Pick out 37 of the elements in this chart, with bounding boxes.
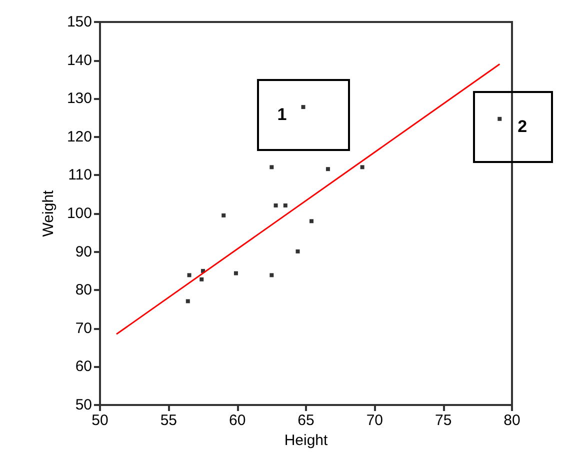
point bbox=[270, 165, 274, 170]
y-tick-label: 140 bbox=[66, 52, 92, 69]
y-tick-label: 110 bbox=[68, 166, 92, 184]
x-tick-label: 65 bbox=[298, 412, 314, 429]
y-axis-title: Weight bbox=[40, 189, 58, 237]
x-tick-label: 55 bbox=[160, 412, 178, 429]
point bbox=[301, 105, 306, 110]
annotation: 1 bbox=[277, 105, 287, 126]
point bbox=[309, 219, 314, 224]
y-tick-label: 60 bbox=[75, 358, 92, 376]
x-tick-label: 75 bbox=[434, 412, 452, 429]
x-tick-label: 60 bbox=[228, 412, 246, 429]
point bbox=[270, 273, 274, 278]
point bbox=[186, 299, 190, 304]
x-tick-label: 50 bbox=[92, 412, 108, 429]
x-tick-label: 70 bbox=[366, 412, 384, 429]
y-tick-label: 150 bbox=[66, 14, 92, 30]
point bbox=[274, 203, 278, 208]
annotation: 2 bbox=[518, 116, 528, 137]
point bbox=[222, 213, 226, 218]
y-tick-label: 120 bbox=[66, 128, 92, 146]
point bbox=[283, 203, 288, 208]
point bbox=[296, 249, 300, 254]
y-tick-label: 80 bbox=[75, 282, 92, 299]
point bbox=[187, 273, 192, 278]
point bbox=[200, 277, 204, 282]
point bbox=[326, 167, 330, 172]
y-tick-label: 70 bbox=[75, 320, 92, 337]
point bbox=[360, 165, 364, 170]
y-tick-label: 90 bbox=[75, 243, 92, 260]
y-tick-label: 100 bbox=[66, 205, 92, 222]
y-tick-label: 130 bbox=[66, 90, 92, 108]
y-tick-label: 50 bbox=[75, 396, 92, 414]
point bbox=[498, 116, 502, 121]
point bbox=[234, 271, 238, 276]
x-axis-title: Height bbox=[284, 432, 329, 449]
x-tick-label: 80 bbox=[504, 412, 520, 429]
